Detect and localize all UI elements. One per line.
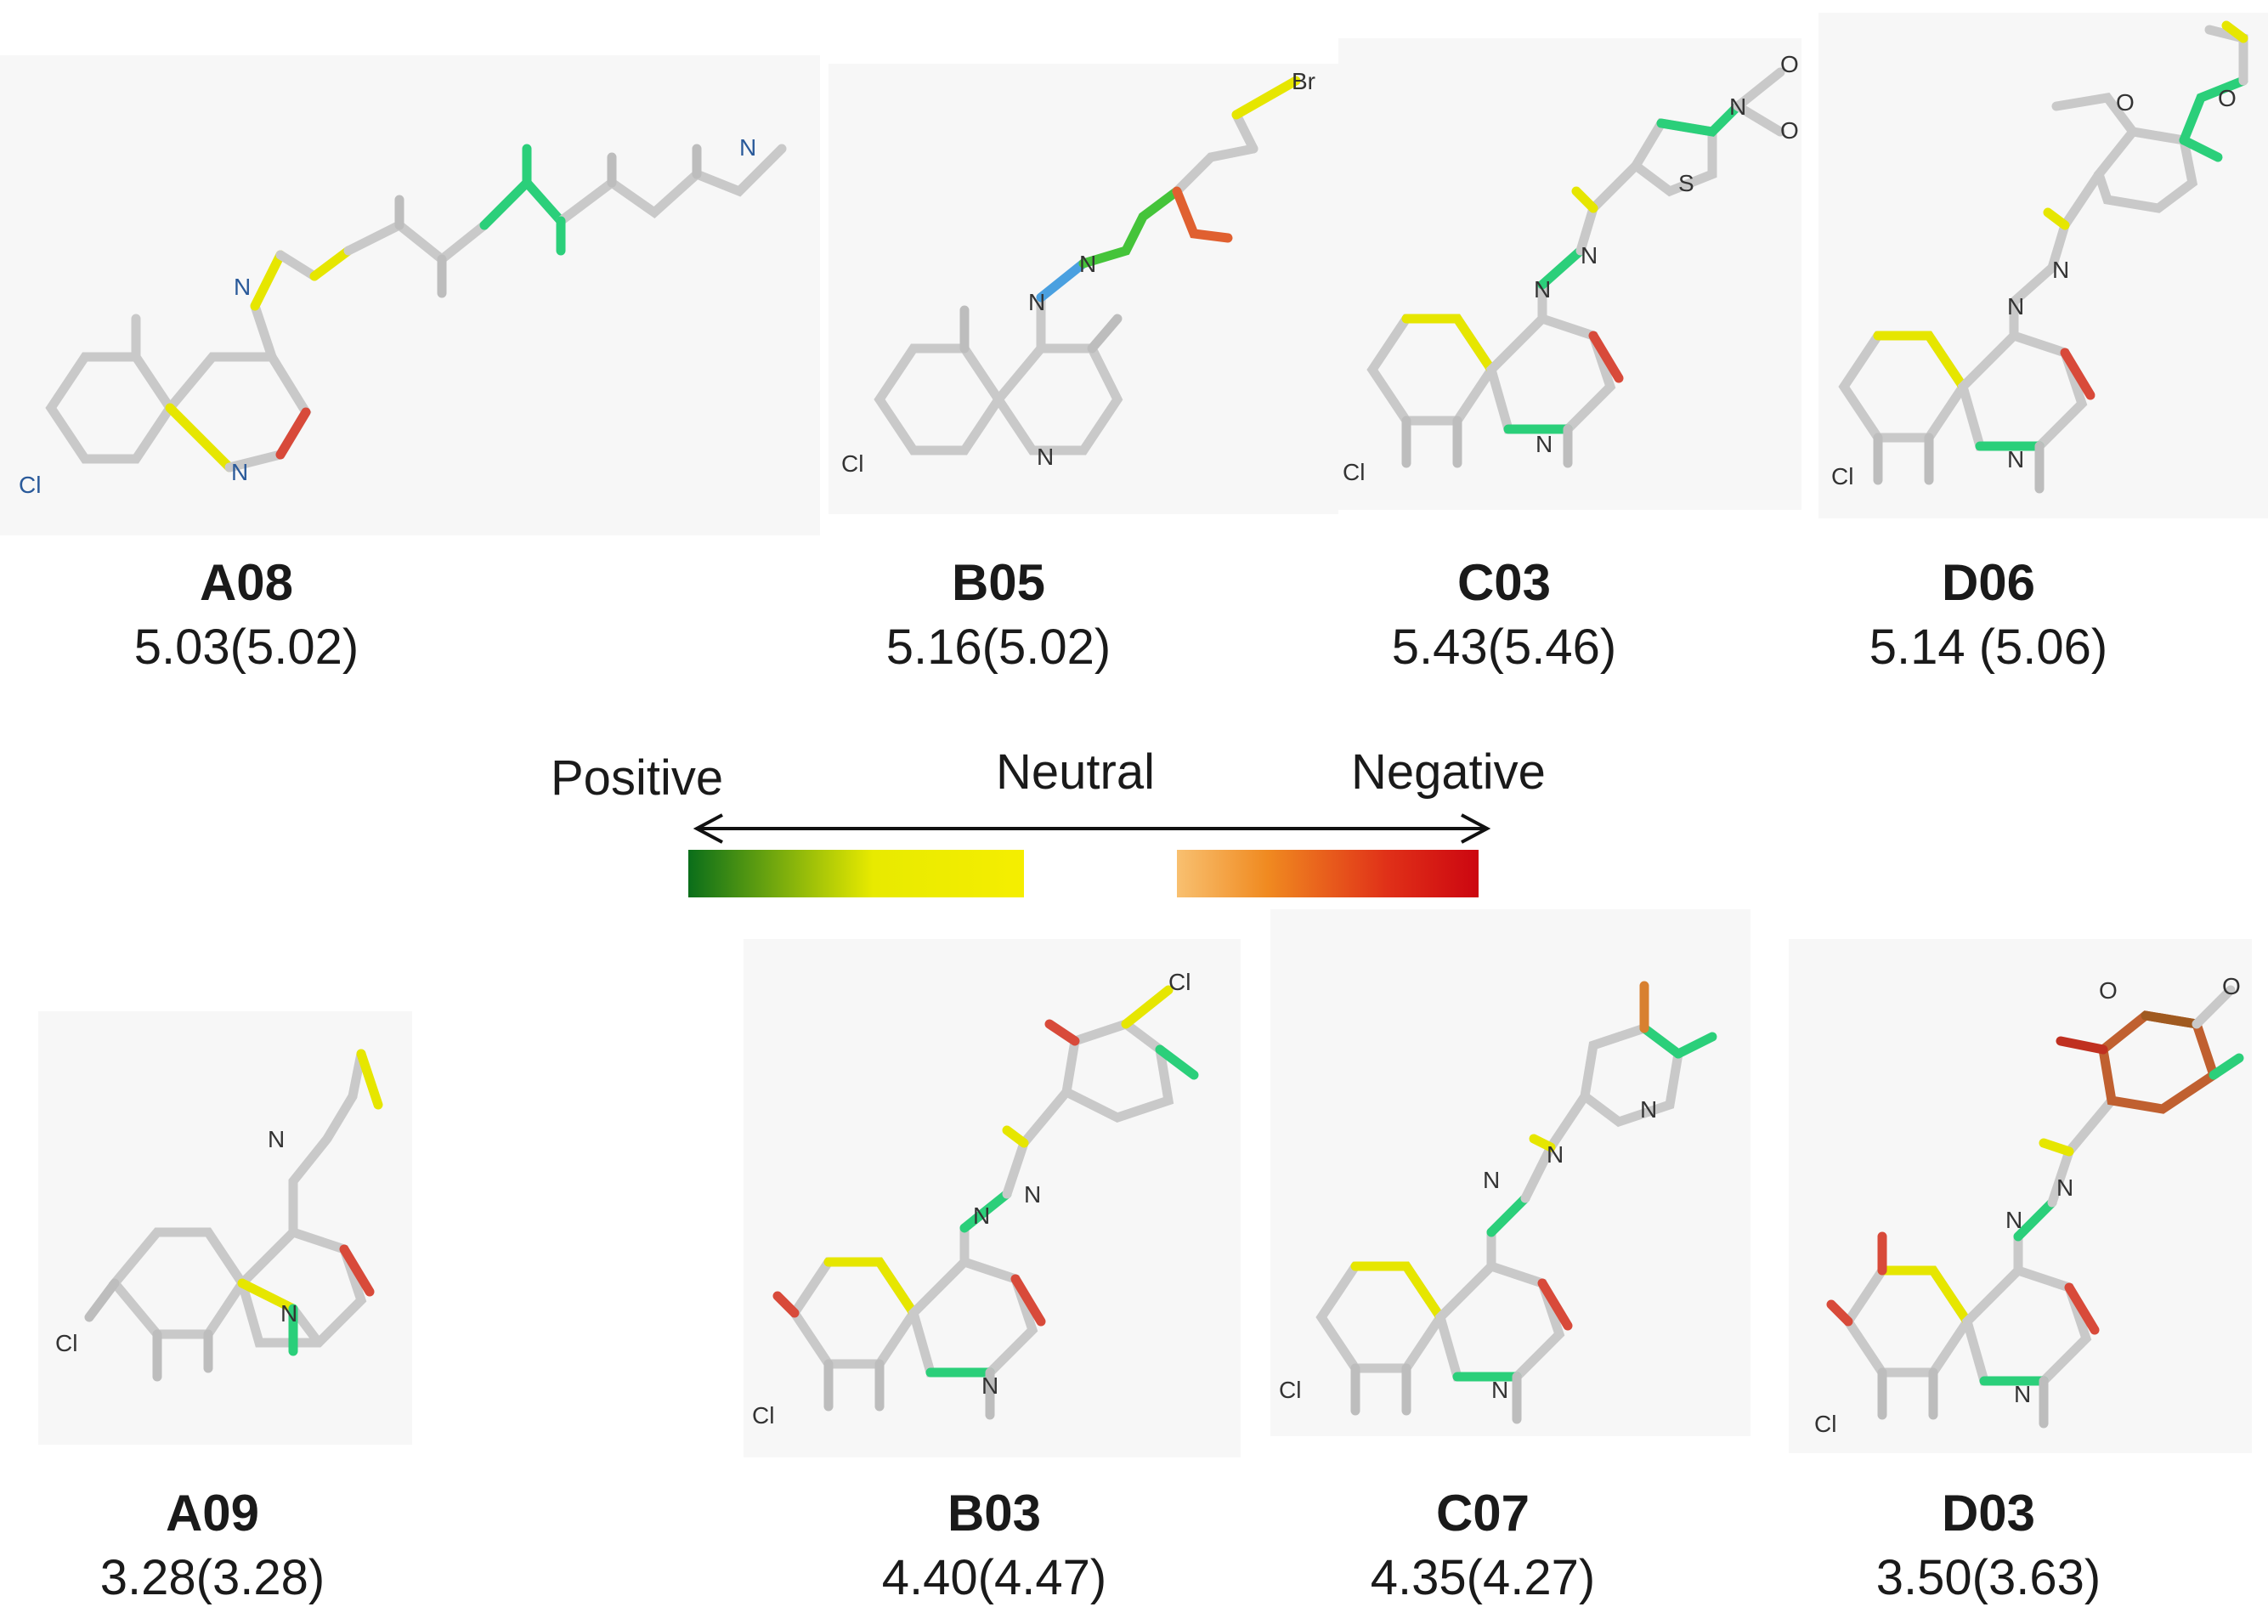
compound-id: B05 <box>951 554 1046 611</box>
atom-n-label: N <box>2052 257 2069 283</box>
compound-id: C03 <box>1456 554 1552 611</box>
compound-value: 5.43(5.46) <box>1391 620 1617 675</box>
atom-n-label: N <box>1534 276 1551 303</box>
atom-cl-label: Cl <box>1831 463 1853 489</box>
legend-neutral-band <box>1024 850 1177 897</box>
molecule-d06-structure: Cl N N N O O <box>1831 20 2248 494</box>
atom-n-label: N <box>1547 1141 1564 1168</box>
atom-n-label: N <box>280 1300 297 1327</box>
atom-n-label: N <box>1640 1096 1657 1123</box>
molecule-panel-a08: Cl N N N <box>0 55 820 535</box>
atom-o-label: O <box>2116 89 2135 116</box>
compound-value: 5.03(5.02) <box>133 620 359 675</box>
atom-n-label: N <box>1581 242 1598 269</box>
caption-c07: C07 4.35(4.27) <box>1304 1483 1661 1612</box>
atom-o-label: O <box>1780 51 1799 77</box>
atom-o-label: O <box>2218 85 2237 111</box>
molecule-b05-structure: Cl N N N Br <box>841 68 1315 477</box>
atom-o-label: O <box>1780 117 1799 144</box>
caption-a09: A09 3.28(3.28) <box>34 1483 391 1612</box>
atom-cl-label: Cl <box>1814 1411 1836 1437</box>
legend-negative-gradient <box>1177 850 1479 897</box>
caption-b05: B05 5.16(5.02) <box>820 552 1177 682</box>
atom-n-label: N <box>2014 1381 2031 1407</box>
caption-a08: A08 5.03(5.02) <box>68 552 425 682</box>
atom-n-label: N <box>1024 1181 1041 1208</box>
atom-n-label: N <box>973 1202 990 1229</box>
atom-cl-label: Cl <box>841 450 863 477</box>
atom-n-label: N <box>1483 1167 1500 1193</box>
atom-n-label: N <box>2005 1207 2022 1233</box>
atom-n-label: N <box>234 274 251 300</box>
atom-cl-label: Cl <box>19 472 41 498</box>
atom-n-label: N <box>2007 446 2024 472</box>
molecule-panel-b05: Cl N N N Br <box>829 64 1338 514</box>
molecule-panel-d06: Cl N N N O O <box>1818 13 2268 518</box>
legend-neutral-label: Neutral <box>996 744 1155 800</box>
compound-value: 5.14 (5.06) <box>1869 620 2108 675</box>
atom-o-label: O <box>2222 973 2241 999</box>
compound-id: B03 <box>947 1485 1042 1542</box>
atom-cl-label: Cl <box>55 1330 77 1356</box>
molecule-panel-d03: Cl N N N O O <box>1789 939 2252 1453</box>
compound-value: 4.40(4.47) <box>881 1550 1107 1605</box>
caption-d03: D03 3.50(3.63) <box>1810 1483 2167 1612</box>
molecule-c03-structure: Cl N N N S N O O <box>1343 51 1799 485</box>
atom-cl-label: Cl <box>1168 969 1191 995</box>
caption-d06: D06 5.14 (5.06) <box>1810 552 2167 682</box>
atom-n-label: N <box>268 1126 285 1152</box>
molecule-a09-structure: Cl N N <box>55 1049 383 1382</box>
atom-cl-label: Cl <box>1279 1377 1301 1403</box>
legend-color-bar <box>688 850 1479 897</box>
atom-n-label: N <box>1729 93 1746 120</box>
molecule-a08-structure: Cl N N N <box>19 134 787 498</box>
legend-positive-gradient <box>688 850 1024 897</box>
molecule-panel-c07: Cl N N N N <box>1270 909 1750 1436</box>
atom-n-label: N <box>1079 251 1096 277</box>
compound-value: 3.50(3.63) <box>1875 1550 2101 1605</box>
compound-id: D03 <box>1941 1485 2036 1542</box>
atom-n-label: N <box>231 459 248 485</box>
atom-s-label: S <box>1678 170 1694 196</box>
caption-c03: C03 5.43(5.46) <box>1326 552 1683 682</box>
molecule-b03-structure: Cl N N N Cl <box>752 969 1199 1429</box>
atom-n-label: N <box>1536 431 1553 457</box>
legend-negative-label: Negative <box>1351 744 1546 800</box>
compound-value: 3.28(3.28) <box>99 1550 325 1605</box>
atom-cl-label: Cl <box>752 1402 774 1429</box>
compound-id: A09 <box>165 1485 260 1542</box>
atom-cl-label: Cl <box>1343 459 1365 485</box>
atom-n-label: N <box>1037 444 1054 470</box>
legend-positive-label: Positive <box>551 750 724 806</box>
caption-b03: B03 4.40(4.47) <box>816 1483 1173 1612</box>
compound-id: A08 <box>199 554 294 611</box>
legend-arrow <box>693 813 1491 844</box>
molecule-panel-c03: Cl N N N S N O O <box>1338 38 1801 510</box>
compound-id: D06 <box>1941 554 2036 611</box>
compound-value: 4.35(4.27) <box>1370 1550 1596 1605</box>
atom-n-label: N <box>981 1372 998 1399</box>
molecule-panel-a09: Cl N N <box>38 1011 412 1445</box>
compound-value: 5.16(5.02) <box>885 620 1111 675</box>
molecule-d03-structure: Cl N N N O O <box>1814 973 2244 1437</box>
atom-n-label: N <box>1028 289 1045 315</box>
molecule-panel-b03: Cl N N N Cl <box>744 939 1241 1457</box>
atom-n-label: N <box>2007 293 2024 320</box>
atom-n-label: N <box>739 134 756 161</box>
atom-o-label: O <box>2099 977 2118 1004</box>
atom-n-label: N <box>2056 1174 2073 1201</box>
atom-br-label: Br <box>1292 68 1315 94</box>
molecule-c07-structure: Cl N N N N <box>1279 981 1717 1424</box>
atom-n-label: N <box>1491 1377 1508 1403</box>
compound-id: C07 <box>1435 1485 1530 1542</box>
